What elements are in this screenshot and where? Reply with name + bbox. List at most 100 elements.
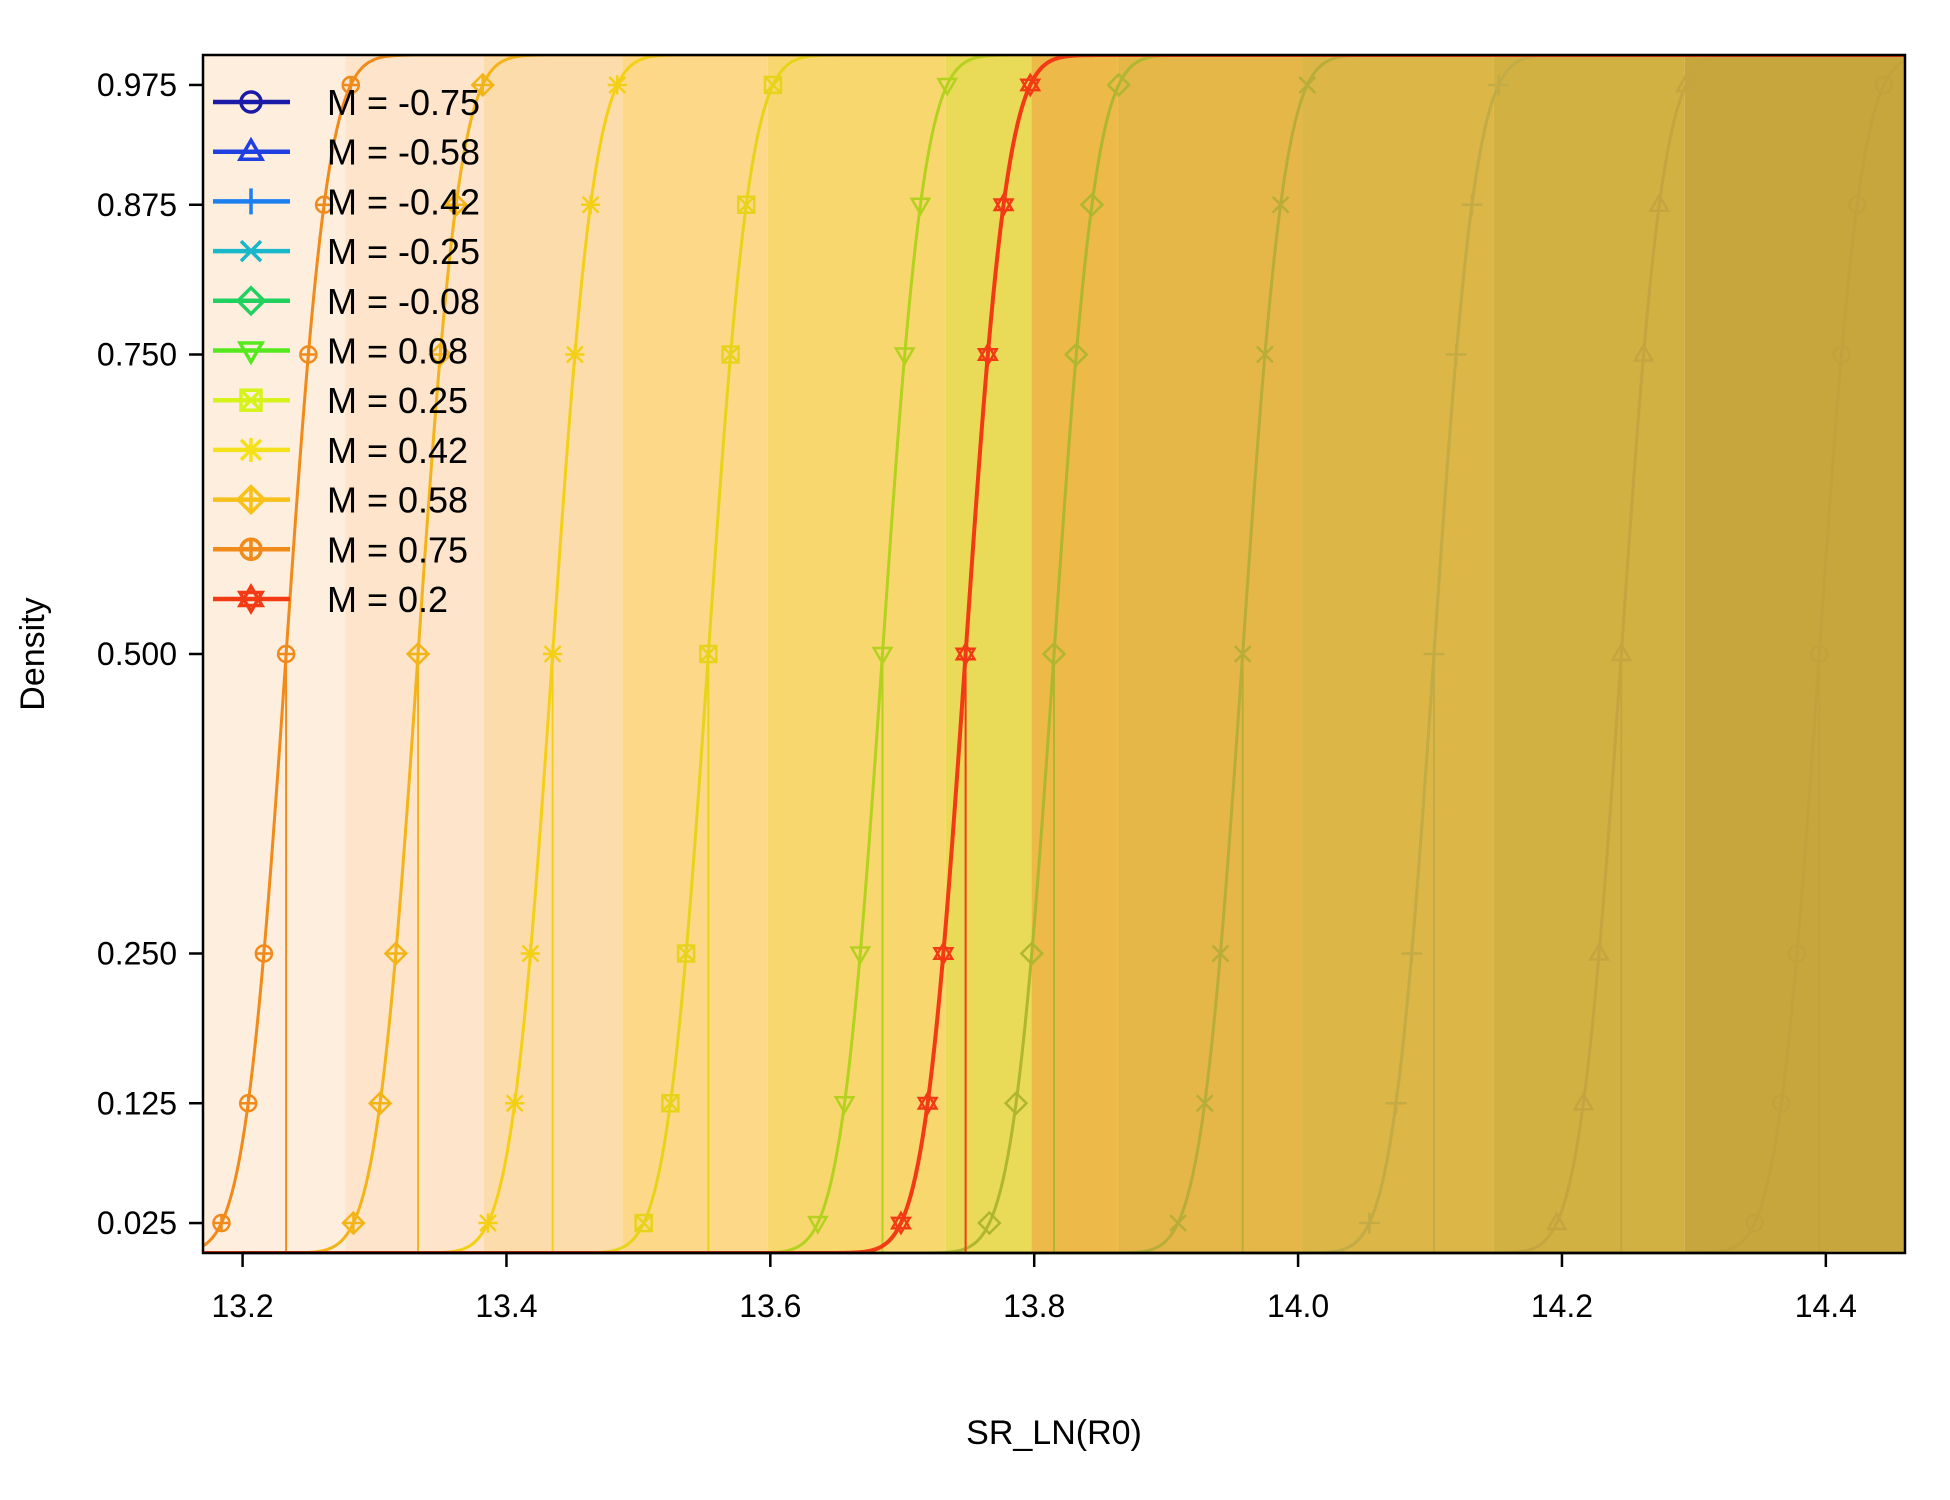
legend-item-7: M = 0.42	[213, 430, 468, 471]
legend-marker-3	[239, 239, 263, 263]
series-marker-1-2	[1588, 941, 1611, 961]
legend-item-1: M = -0.58	[213, 132, 480, 173]
legend-marker-6	[239, 388, 263, 412]
series-marker-7-0	[478, 1213, 498, 1233]
legend-item-0: M = -0.75	[213, 82, 480, 123]
y-tick-label-6: 0.975	[97, 67, 177, 103]
legend-marker-7	[239, 437, 263, 462]
series-marker-3-6	[1298, 76, 1317, 94]
series-marker-5-0	[806, 1215, 829, 1235]
series-marker-9-5	[314, 195, 334, 214]
series-marker-10-6	[1019, 72, 1042, 98]
series-marker-1-3	[1610, 642, 1633, 662]
series-6	[203, 55, 1905, 1253]
background-band-8	[1302, 55, 1494, 1253]
legend-marker-1	[236, 136, 266, 161]
legend-label-0: M = -0.75	[327, 82, 480, 123]
series-marker-0-2	[1787, 944, 1807, 963]
series-8	[203, 55, 1905, 1253]
background-band-3	[622, 55, 768, 1253]
series-marker-10-2	[932, 941, 955, 966]
legend-label-1: M = -0.58	[327, 132, 480, 173]
background-band-10	[1684, 55, 1905, 1253]
series-marker-10-0	[889, 1210, 912, 1236]
series-marker-5-2	[849, 946, 872, 966]
series-marker-0-6	[1874, 75, 1894, 95]
series-marker-10-3	[954, 641, 977, 667]
legend-label-4: M = -0.08	[327, 281, 480, 322]
legend-marker-4	[235, 285, 267, 317]
series-marker-0-0	[1745, 1213, 1764, 1233]
series-marker-2-5	[1461, 194, 1483, 216]
series-marker-0-4	[1832, 345, 1851, 364]
series-marker-1-5	[1648, 193, 1671, 212]
series-marker-6-0	[634, 1213, 653, 1233]
legend-item-10: M = 0.2	[213, 579, 448, 620]
legend-label-5: M = 0.08	[327, 331, 468, 372]
series-marker-1-6	[1675, 73, 1697, 93]
series-4	[203, 55, 1905, 1253]
series-marker-2-1	[1385, 1092, 1407, 1114]
y-tick-label-1: 0.125	[97, 1085, 177, 1121]
series-marker-7-3	[543, 644, 563, 664]
legend-label-6: M = 0.25	[327, 380, 468, 421]
series-marker-5-4	[893, 347, 916, 367]
series-marker-3-4	[1256, 345, 1274, 364]
series-5	[203, 55, 1905, 1253]
x-tick-label-1: 13.4	[475, 1288, 537, 1324]
legend-marker-2	[238, 188, 264, 215]
series-marker-7-1	[505, 1093, 525, 1113]
series-marker-8-2	[383, 941, 408, 966]
x-axis: 13.2 13.4 13.6 13.8 14.0 14.2 14.4	[211, 1251, 1857, 1324]
legend: M = -0.75 M = -0.58 M = -0.42 M = -0.25 M = …	[213, 82, 480, 620]
series-marker-8-5	[443, 192, 469, 217]
legend-item-9: M = 0.75	[213, 529, 468, 570]
series-marker-7-5	[580, 195, 601, 215]
series-marker-1-1	[1572, 1091, 1595, 1111]
legend-item-2: M = -0.42	[213, 181, 480, 222]
series-marker-4-1	[1003, 1091, 1029, 1116]
series-0	[203, 59, 1905, 1253]
x-tick-label-4: 14.0	[1267, 1288, 1329, 1324]
y-tick-label-5: 0.875	[97, 187, 177, 223]
legend-marker-8	[235, 484, 267, 516]
legend-item-4: M = -0.08	[213, 281, 480, 322]
legend-item-5: M = 0.08	[213, 331, 468, 372]
series-marker-8-3	[405, 641, 431, 667]
series-marker-0-3	[1809, 644, 1829, 664]
series-marker-2-0	[1358, 1212, 1380, 1234]
series-marker-7-6	[607, 75, 627, 95]
series-marker-9-3	[276, 644, 296, 664]
series-curve-10	[203, 55, 1905, 1253]
legend-item-3: M = -0.25	[213, 231, 480, 272]
series-marker-4-5	[1079, 192, 1105, 217]
series-marker-4-0	[977, 1210, 1002, 1236]
series-marker-9-2	[254, 944, 274, 963]
series-marker-8-4	[428, 342, 453, 367]
legend-item-8: M = 0.58	[213, 480, 468, 521]
legend-label-2: M = -0.42	[327, 181, 480, 222]
y-tick-label-0: 0.025	[97, 1205, 177, 1241]
x-tick-label-5: 14.2	[1531, 1288, 1593, 1324]
y-tick-label-2: 0.250	[97, 936, 177, 972]
series-marker-10-5	[992, 192, 1015, 218]
series-marker-5-1	[833, 1096, 856, 1115]
series-marker-0-5	[1847, 195, 1867, 214]
series-marker-5-5	[909, 197, 932, 217]
series-marker-4-6	[1106, 72, 1131, 98]
x-tick-label-6: 14.4	[1795, 1288, 1857, 1324]
series-marker-4-3	[1041, 641, 1067, 667]
legend-label-9: M = 0.75	[327, 529, 468, 570]
y-axis: 0.025 0.125 0.250 0.500 0.750 0.875 0.975	[97, 67, 203, 1241]
series-marker-6-2	[676, 944, 696, 963]
series-marker-1-4	[1632, 342, 1655, 362]
series-10	[203, 55, 1905, 1253]
y-axis-title: Density	[14, 597, 52, 710]
y-tick-label-4: 0.750	[97, 337, 177, 373]
series-marker-1-0	[1545, 1211, 1568, 1231]
legend-label-10: M = 0.2	[327, 579, 448, 620]
legend-marker-5	[236, 341, 266, 366]
series-marker-9-1	[238, 1094, 258, 1113]
x-tick-label-3: 13.8	[1003, 1288, 1065, 1324]
